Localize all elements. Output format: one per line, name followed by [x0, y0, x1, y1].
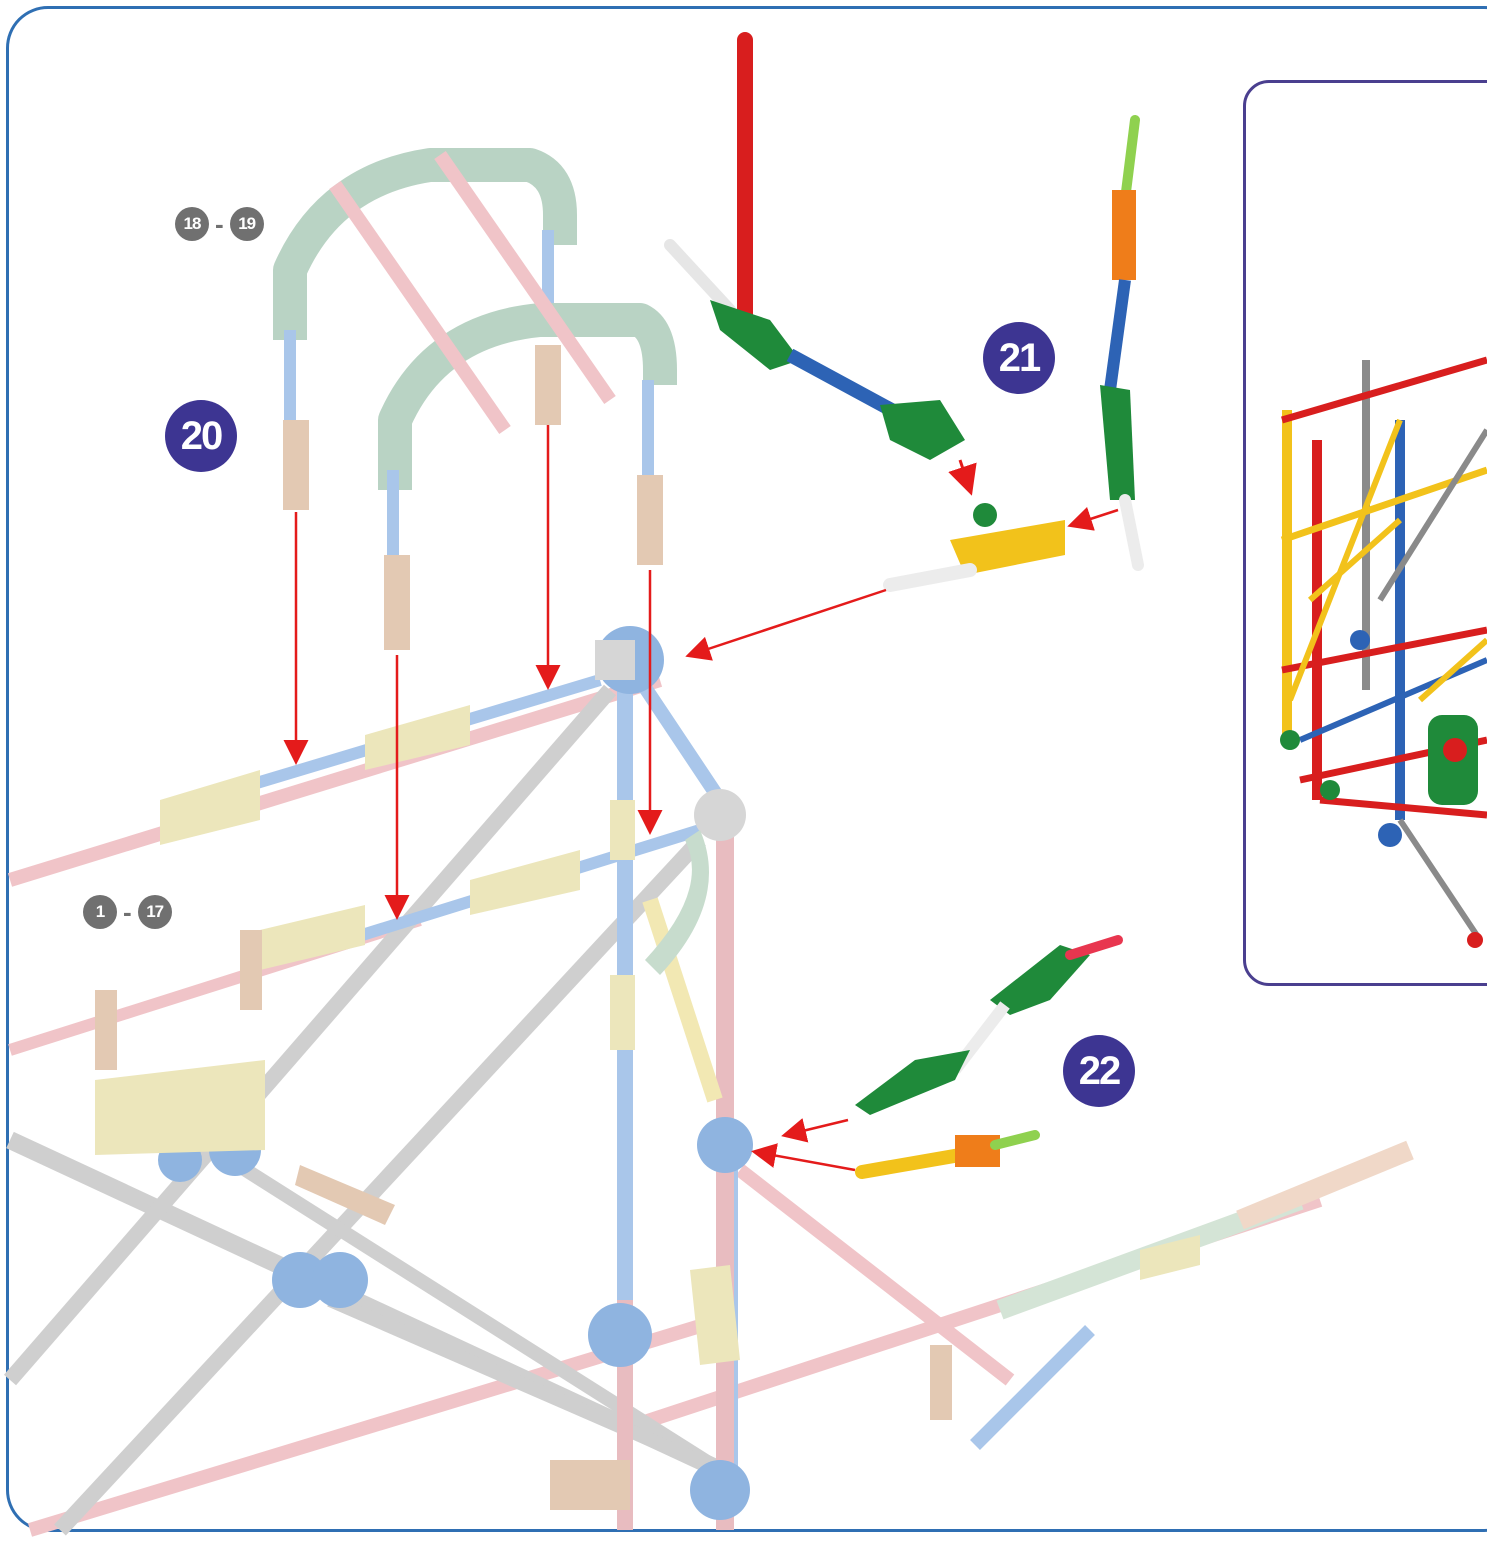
step-range-1-17: 1 - 17: [83, 895, 172, 929]
step-20-badge: 20: [165, 400, 237, 472]
assembly-arrows: [283, 425, 1119, 1172]
step-range-end-badge: 19: [229, 207, 264, 241]
step-range-separator: -: [215, 208, 224, 239]
step-range-18-19: 18 - 19: [175, 207, 264, 241]
step-range-start-badge: 1: [83, 895, 117, 929]
step-21-parts: [664, 32, 1144, 592]
step-21-badge: 21: [983, 322, 1055, 394]
inset-model: [1280, 356, 1487, 948]
step-range-separator: -: [123, 896, 132, 927]
step-20-arches: [273, 148, 677, 650]
step-22-badge: 22: [1063, 1035, 1135, 1107]
step-22-parts: [855, 935, 1123, 1179]
step-range-end-badge: 17: [137, 895, 172, 929]
step-range-start-badge: 18: [175, 207, 209, 241]
base-structure: [3, 626, 1414, 1537]
